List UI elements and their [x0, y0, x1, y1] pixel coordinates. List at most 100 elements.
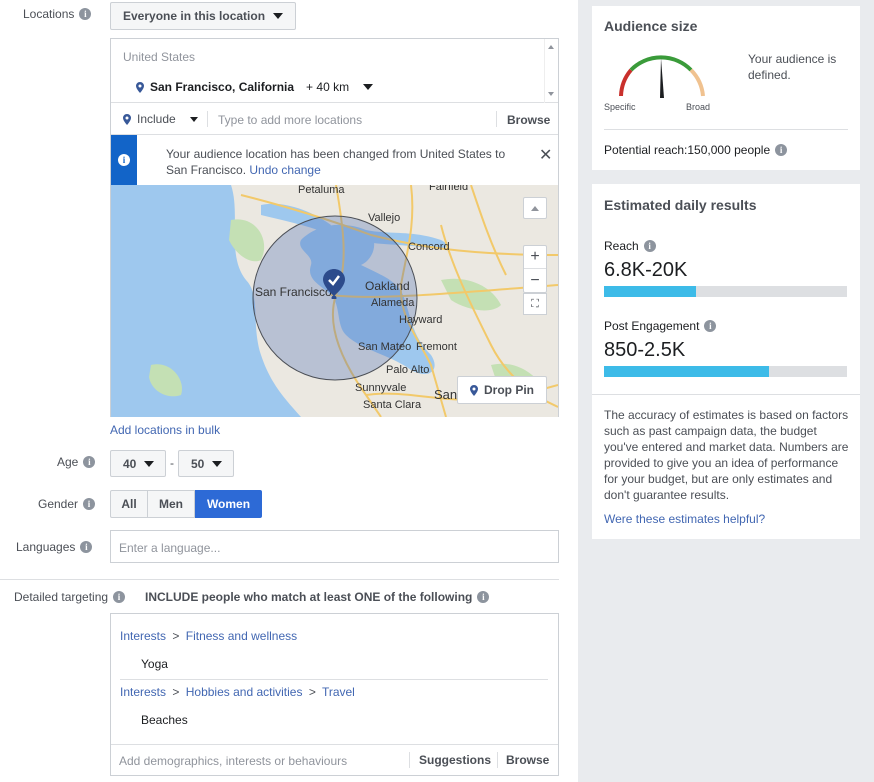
chevron-up-icon: [531, 205, 539, 211]
undo-change-link[interactable]: Undo change: [249, 163, 321, 177]
chevron-down-icon: [212, 460, 223, 467]
map-label-concord: Concord: [408, 241, 450, 253]
reach-bar: [604, 286, 847, 297]
divider: [496, 111, 497, 127]
engagement-value: 850-2.5K: [604, 339, 686, 361]
map-label-san: San: [434, 387, 458, 402]
engagement-bar: [604, 366, 847, 377]
estimated-results-card: Estimated daily results Reach i 6.8K-20K…: [592, 184, 860, 539]
detailed-include-text: INCLUDE people who match at least ONE of…: [145, 590, 490, 604]
scrollbar[interactable]: [544, 39, 558, 103]
age-dash: -: [170, 456, 174, 470]
chevron-down-icon: [144, 460, 155, 467]
include-dropdown[interactable]: Include: [123, 112, 198, 126]
radius-chevron-icon[interactable]: [363, 84, 374, 90]
locations-box: United States San Francisco, California …: [110, 38, 559, 417]
gender-women-button[interactable]: Women: [195, 490, 262, 518]
gender-all-button[interactable]: All: [110, 490, 148, 518]
close-icon[interactable]: ✕: [539, 147, 553, 164]
city-entry[interactable]: San Francisco, California + 40 km: [136, 80, 374, 94]
browse-locations-button[interactable]: Browse: [507, 113, 551, 127]
suggestions-button[interactable]: Suggestions: [419, 753, 492, 767]
notice-text: Your audience location has been changed …: [166, 147, 506, 177]
drop-pin-button[interactable]: Drop Pin: [457, 376, 547, 404]
divider: [207, 111, 208, 127]
map-label-santa-clara: Santa Clara: [363, 399, 422, 411]
detailed-targeting-label: Detailed targeting i: [14, 590, 126, 604]
gauge-specific-label: Specific: [604, 102, 636, 112]
location-pin-icon: [123, 113, 131, 125]
browse-targeting-button[interactable]: Browse: [506, 753, 550, 767]
reach-label: Reach i: [604, 239, 656, 253]
audience-gauge: Specific Broad: [604, 46, 716, 116]
chevron-down-icon: [189, 116, 198, 122]
potential-reach: Potential reach:150,000 people i: [604, 143, 788, 157]
map-label-sunnyvale: Sunnyvale: [355, 382, 407, 394]
add-targeting-input[interactable]: Add demographics, interests or behaviour…: [119, 754, 348, 768]
add-targeting-row: Add demographics, interests or behaviour…: [111, 744, 558, 775]
info-icon[interactable]: i: [775, 144, 788, 156]
map-collapse-button[interactable]: [523, 197, 547, 219]
reach-value: 6.8K-20K: [604, 259, 688, 281]
engagement-bar-fill: [604, 366, 770, 377]
breadcrumb-fitness[interactable]: Fitness and wellness: [185, 629, 298, 643]
selected-locations-list: United States San Francisco, California …: [111, 39, 558, 103]
age-label: Age i: [57, 455, 96, 469]
audience-size-title: Audience size: [604, 18, 698, 34]
targeting-item[interactable]: Yoga: [141, 657, 168, 671]
fit-bounds-icon[interactable]: ⛶: [523, 293, 547, 315]
info-icon[interactable]: i: [704, 320, 717, 332]
zoom-out-icon[interactable]: −: [530, 271, 540, 289]
info-icon: i: [118, 154, 130, 166]
divider: [120, 679, 548, 680]
divider: [604, 129, 848, 130]
map-label-fremont: Fremont: [416, 341, 457, 353]
location-pin-icon: [136, 81, 144, 93]
map-label-fairfield: Fairfield: [429, 185, 469, 193]
location-type-dropdown[interactable]: Everyone in this location: [110, 2, 296, 30]
chevron-down-icon: [273, 13, 284, 19]
age-max-dropdown[interactable]: 50: [178, 450, 234, 477]
locations-label: Locations i: [23, 7, 92, 21]
estimated-title: Estimated daily results: [604, 197, 757, 213]
location-pin-icon: [470, 384, 478, 396]
add-location-input[interactable]: Type to add more locations: [218, 113, 363, 127]
breadcrumb-travel[interactable]: Travel: [321, 685, 355, 699]
scroll-down-icon[interactable]: [548, 92, 554, 96]
add-locations-bulk-link[interactable]: Add locations in bulk: [110, 423, 221, 437]
map[interactable]: Petaluma Fairfield Vallejo Concord San F…: [111, 185, 558, 417]
language-input[interactable]: Enter a language...: [110, 530, 559, 563]
map-label-oakland: Oakland: [365, 279, 410, 293]
languages-label: Languages i: [16, 540, 93, 554]
zoom-in-icon[interactable]: +: [524, 246, 546, 269]
info-icon[interactable]: i: [79, 8, 92, 20]
info-icon[interactable]: i: [477, 591, 490, 603]
gauge-broad-label: Broad: [686, 102, 711, 112]
reach-bar-fill: [604, 286, 697, 297]
map-label-hayward: Hayward: [399, 314, 443, 326]
gender-segmented-control: All Men Women: [110, 490, 262, 518]
map-label-sf: San Francisco: [255, 285, 332, 299]
info-icon[interactable]: i: [643, 240, 656, 252]
info-icon[interactable]: i: [83, 456, 96, 468]
info-icon[interactable]: i: [83, 498, 96, 510]
breadcrumb-interests[interactable]: Interests: [120, 685, 167, 699]
info-icon[interactable]: i: [80, 541, 93, 553]
scroll-up-icon[interactable]: [548, 45, 554, 49]
age-min-dropdown[interactable]: 40: [110, 450, 166, 477]
map-marker-icon[interactable]: [323, 269, 345, 301]
targeting-group: Interests > Hobbies and activities > Tra…: [120, 685, 355, 699]
breadcrumb-hobbies[interactable]: Hobbies and activities: [185, 685, 303, 699]
zoom-controls: + −: [523, 245, 547, 293]
add-location-row: Include Type to add more locations Brows…: [111, 103, 558, 135]
map-graphic: [111, 185, 558, 417]
map-label-vallejo: Vallejo: [368, 212, 401, 224]
info-icon[interactable]: i: [113, 591, 126, 603]
targeting-item[interactable]: Beaches: [141, 713, 188, 727]
divider: [409, 752, 410, 768]
section-divider: [0, 579, 559, 580]
estimates-helpful-link[interactable]: Were these estimates helpful?: [604, 512, 766, 526]
breadcrumb-interests[interactable]: Interests: [120, 629, 167, 643]
targeting-group: Interests > Fitness and wellness: [120, 629, 298, 643]
gender-men-button[interactable]: Men: [148, 490, 195, 518]
